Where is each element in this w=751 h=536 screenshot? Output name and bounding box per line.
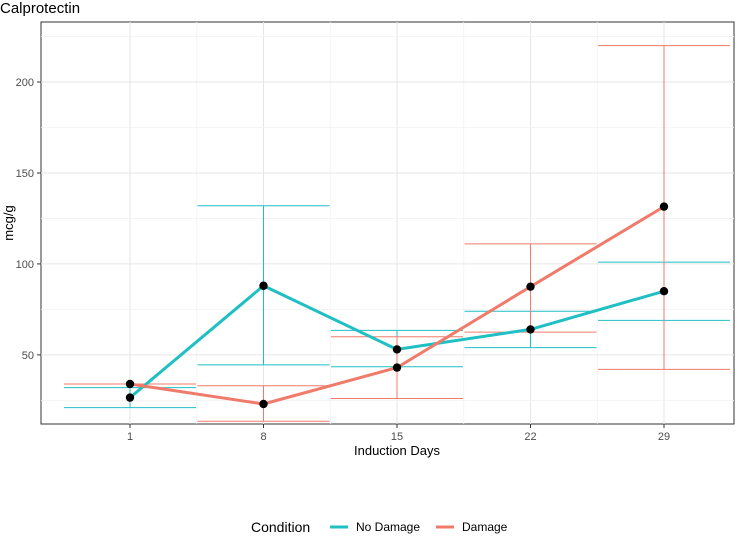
x-axis-title: Induction Days: [354, 443, 440, 458]
legend-label-damage: Damage: [462, 520, 508, 534]
legend-title: Condition: [251, 519, 310, 535]
y-tick-label: 150: [16, 168, 34, 180]
data-point: [659, 202, 669, 211]
legend-label-no-damage: No Damage: [356, 520, 420, 534]
plot-panel: [40, 21, 735, 425]
data-point: [392, 363, 402, 372]
x-tick-label: 22: [524, 431, 536, 443]
y-tick-label: 50: [22, 350, 34, 362]
y-axis-title: mcg/g: [1, 205, 16, 240]
data-point: [659, 287, 669, 296]
data-point: [526, 325, 535, 334]
x-tick-label: 15: [391, 431, 403, 443]
data-point: [526, 282, 535, 291]
y-tick-label: 100: [16, 259, 34, 271]
series-layer: [64, 45, 730, 422]
axes: 50 100 150 200 1 8 15 22 29: [16, 77, 670, 443]
data-point: [259, 281, 268, 290]
x-tick-label: 8: [260, 431, 266, 443]
chart-title: Calprotectin: [0, 0, 80, 17]
legend: Condition No Damage Damage: [251, 519, 508, 535]
x-tick-label: 1: [127, 431, 133, 443]
x-tick-label: 29: [658, 431, 670, 443]
data-point: [392, 345, 402, 354]
data-point: [125, 379, 135, 389]
data-point: [259, 399, 268, 409]
data-point: [125, 393, 135, 402]
y-tick-label: 200: [16, 77, 34, 89]
